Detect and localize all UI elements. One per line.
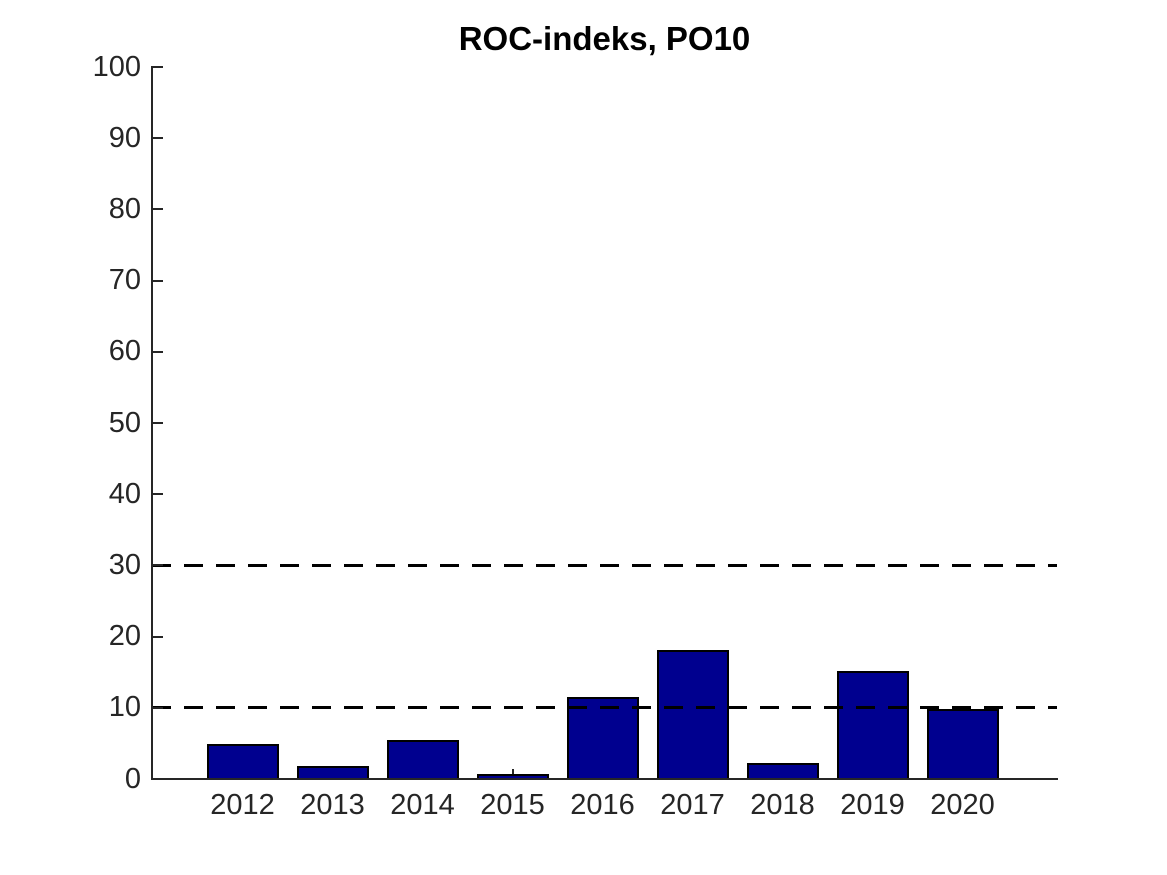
y-tick-60 xyxy=(153,350,163,353)
y-tick-10 xyxy=(153,706,163,709)
x-tick-label-2019: 2019 xyxy=(840,789,905,821)
x-tick-label-2020: 2020 xyxy=(930,789,995,821)
y-tick-label-60: 60 xyxy=(108,335,141,368)
y-tick-70 xyxy=(153,279,163,282)
y-tick-20 xyxy=(153,635,163,638)
y-tick-label-70: 70 xyxy=(108,264,141,297)
y-tick-40 xyxy=(153,493,163,496)
x-tick-label-2012: 2012 xyxy=(210,789,275,821)
x-tick-label-2018: 2018 xyxy=(750,789,815,821)
y-axis-line xyxy=(151,66,153,780)
y-tick-50 xyxy=(153,422,163,424)
reference-line-10 xyxy=(152,706,1057,710)
y-tick-label-30: 30 xyxy=(108,548,141,581)
y-tick-label-90: 90 xyxy=(108,121,141,154)
reference-line-30 xyxy=(152,563,1057,567)
y-tick-label-10: 10 xyxy=(108,691,141,724)
y-tick-100 xyxy=(153,66,163,68)
x-tick-label-2017: 2017 xyxy=(660,789,725,821)
bar-2019 xyxy=(836,671,909,780)
y-tick-label-80: 80 xyxy=(108,192,141,225)
y-tick-label-40: 40 xyxy=(108,477,141,510)
bar-2012 xyxy=(206,744,279,780)
x-tick-label-2013: 2013 xyxy=(300,789,365,821)
y-tick-label-0: 0 xyxy=(124,762,141,795)
x-axis-line xyxy=(151,778,1058,780)
bar-2020 xyxy=(926,709,999,780)
bar-2014 xyxy=(386,739,459,780)
bar-2016 xyxy=(566,697,639,780)
x-tick-label-2014: 2014 xyxy=(390,789,455,821)
y-tick-label-100: 100 xyxy=(92,50,141,83)
x-tick-2015 xyxy=(511,769,514,779)
y-tick-90 xyxy=(153,137,163,140)
chart-title: ROC-indeks, PO10 xyxy=(458,20,751,57)
y-tick-80 xyxy=(153,208,163,211)
x-tick-label-2016: 2016 xyxy=(570,789,635,821)
y-tick-0 xyxy=(153,778,163,780)
bar-2017 xyxy=(656,650,729,780)
y-tick-label-50: 50 xyxy=(108,406,141,439)
x-tick-label-2015: 2015 xyxy=(480,789,545,821)
y-tick-label-20: 20 xyxy=(108,620,141,653)
y-tick-30 xyxy=(153,564,163,567)
